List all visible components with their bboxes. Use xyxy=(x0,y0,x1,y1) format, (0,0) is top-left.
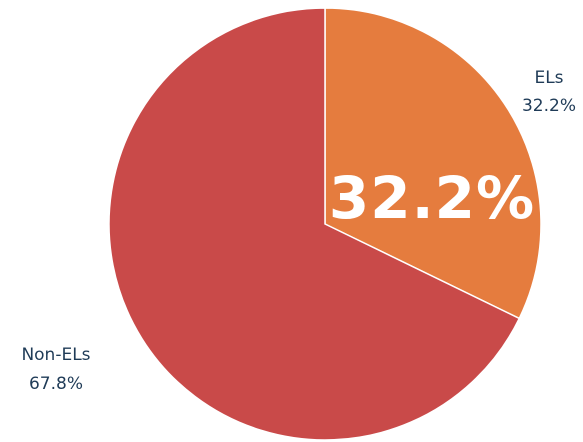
pie-slice-non-els xyxy=(108,7,521,441)
slice-value-label-els: 32.2% xyxy=(522,96,576,116)
slice-label-els: ELs 32.2% xyxy=(522,68,576,116)
slice-label-non-els: Non-ELs 67.8% xyxy=(21,345,90,394)
slice-category-label-non-els: Non-ELs xyxy=(21,345,90,365)
pie-slice-els xyxy=(324,7,542,320)
slice-category-label-els: ELs xyxy=(534,68,563,88)
slice-value-label-non-els: 67.8% xyxy=(29,374,83,394)
pie-slices xyxy=(108,7,542,441)
highlight-percentage-label: 32.2% xyxy=(329,164,535,232)
